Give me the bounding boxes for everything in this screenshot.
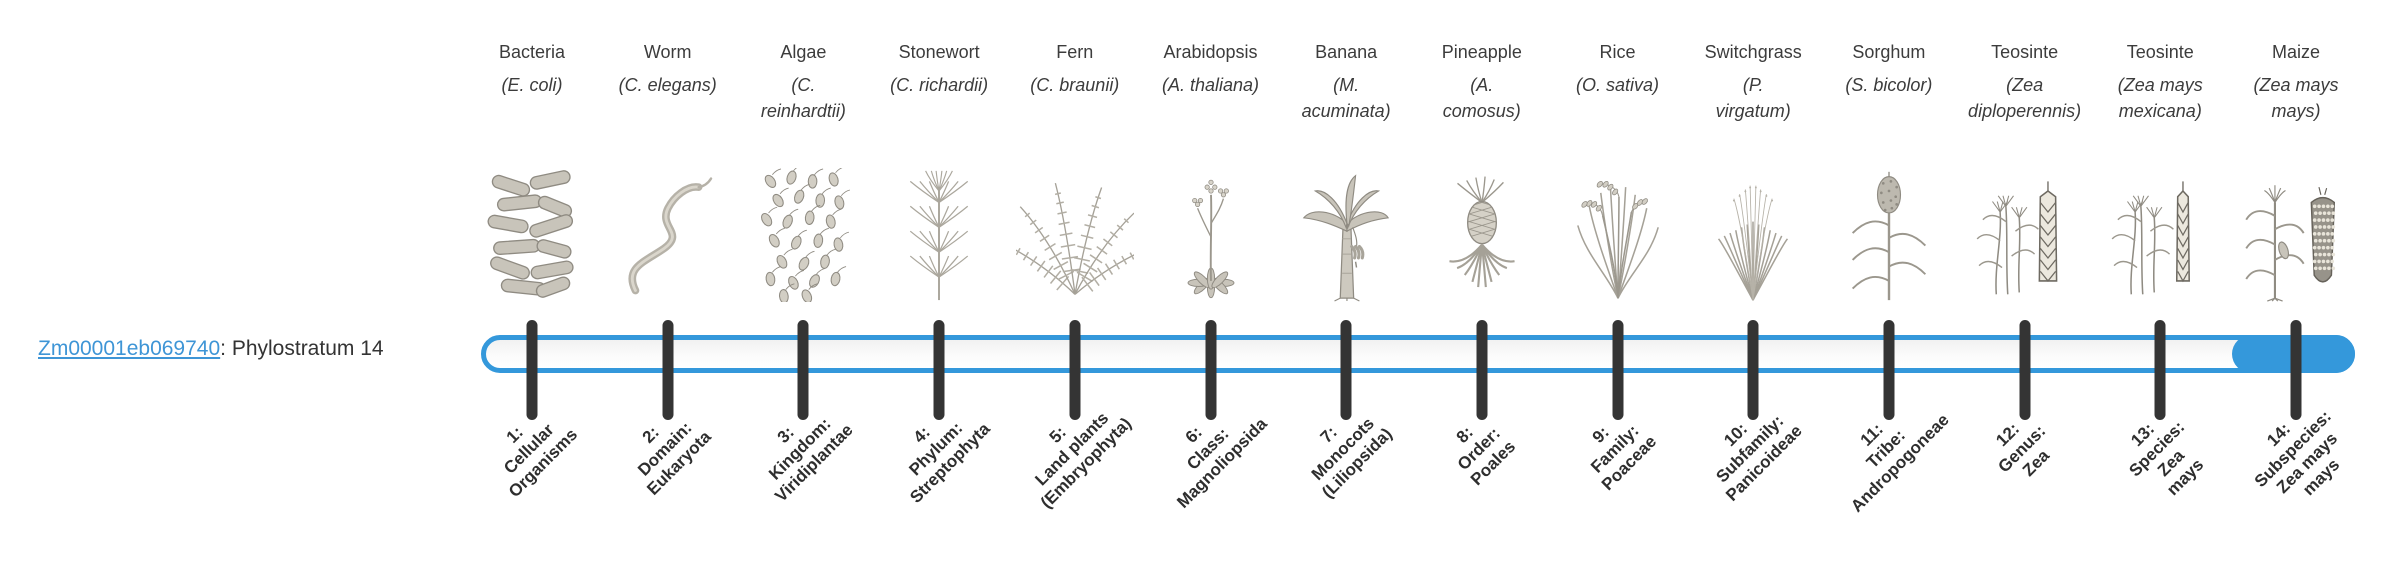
organism-scientific-name: (E. coli) — [501, 75, 563, 95]
pineapple-icon — [1449, 176, 1515, 288]
organism-common-name: Arabidopsis — [1163, 42, 1258, 62]
stratum-label: 14: Subspecies: Zea mays mays — [2250, 406, 2344, 500]
organism-common-name: Switchgrass — [1704, 42, 1802, 62]
organism-scientific-name: (C. elegans) — [618, 75, 717, 95]
tick-5 — [1069, 320, 1081, 420]
algae-icon — [761, 168, 851, 302]
bacteria-icon — [487, 170, 574, 298]
stratum-label: 8: Order: Poales — [1452, 422, 1519, 490]
stratum-label: 7: Monocots (Liliopsida) — [1307, 413, 1396, 502]
tick-6 — [1205, 320, 1216, 420]
tick-1 — [526, 320, 538, 420]
organism-common-name: Teosinte — [2126, 42, 2194, 62]
organism-illustration — [1559, 168, 1677, 302]
organism-common-name: Worm — [643, 42, 692, 62]
teosinte-mexicana-icon — [2111, 181, 2191, 295]
organism-scientific-name: (S. bicolor) — [1845, 75, 1933, 95]
maize-icon — [2245, 185, 2336, 302]
organism-scientific-name: (Zea diploperennis) — [1968, 75, 2082, 121]
tick-9 — [1612, 320, 1623, 420]
teosinte-diploperennis-icon — [1976, 181, 2057, 295]
organism-common-name: Sorghum — [1852, 42, 1926, 62]
stratum-label: 10: Subfamily: Panicoideae — [1712, 411, 1806, 505]
tick-8 — [1476, 320, 1488, 420]
tick-13 — [2154, 320, 2166, 420]
organism-illustration — [744, 168, 862, 302]
stratum-label: 9: Family: Poaceae — [1586, 421, 1660, 495]
organism-common-name: Algae — [780, 42, 827, 62]
organism-scientific-name: (C. braunii) — [1030, 75, 1120, 95]
banana-icon — [1302, 174, 1390, 302]
tick-7 — [1340, 320, 1352, 420]
organism-illustration — [2101, 168, 2219, 302]
tick-11 — [1883, 320, 1895, 420]
switchgrass-icon — [1718, 185, 1789, 301]
organism-illustration — [1966, 168, 2084, 302]
organism-illustration — [1152, 168, 1270, 302]
organism-common-name: Bacteria — [498, 42, 566, 62]
tick-2 — [662, 320, 674, 420]
organism-illustration — [880, 168, 998, 302]
organism-illustration — [1423, 168, 1541, 302]
gene-label: Zm00001eb069740: Phylostratum 14 — [38, 336, 384, 362]
gene-id-link[interactable]: Zm00001eb069740 — [38, 337, 221, 360]
arabidopsis-icon — [1187, 179, 1234, 299]
organism-scientific-name: (O. sativa) — [1575, 75, 1660, 95]
tick-12 — [2019, 320, 2031, 420]
timeline-bar — [481, 335, 2355, 373]
stratum-label: 12: Genus: Zea — [1991, 419, 2053, 481]
organism-scientific-name: (C. reinhardtii) — [760, 75, 846, 121]
stratum-label: 3: Kingdom: Viridiplantae — [765, 414, 858, 506]
rice-icon — [1576, 180, 1659, 299]
organism-common-name: Rice — [1599, 42, 1636, 62]
tick-4 — [933, 320, 945, 420]
fern-icon — [1015, 182, 1134, 295]
organism-illustration — [1015, 168, 1134, 302]
organism-scientific-name: (Zea mays mays) — [2253, 75, 2339, 121]
organism-scientific-name: (P. virgatum) — [1715, 75, 1791, 121]
organism-illustration — [1287, 168, 1405, 302]
organism-illustration — [1694, 168, 1812, 302]
organism-common-name: Pineapple — [1441, 42, 1522, 62]
stratum-label: 1: Cellular Organisms — [500, 420, 582, 502]
tick-3 — [797, 320, 809, 420]
organism-common-name: Banana — [1315, 42, 1378, 62]
sorghum-icon — [1851, 171, 1926, 301]
organism-scientific-name: (A. thaliana) — [1161, 75, 1260, 95]
organism-common-name: Fern — [1056, 42, 1094, 62]
stratum-label: 13: Species: Zea mays — [2125, 417, 2208, 500]
stonewort-icon — [909, 170, 969, 301]
organism-illustration — [473, 168, 591, 302]
stratum-label: 4: Phylum: Streptophyta — [905, 418, 994, 507]
worm-icon — [628, 177, 712, 295]
organism-common-name: Maize — [2271, 42, 2321, 62]
organism-common-name: Teosinte — [1991, 42, 2059, 62]
tick-10 — [1747, 320, 1759, 420]
organism-common-name: Stonewort — [898, 42, 980, 62]
organism-illustration — [2237, 168, 2355, 302]
organism-illustration — [609, 168, 727, 302]
organism-illustration — [1830, 168, 1948, 302]
stratum-label: 2: Domain: Eukaryota — [633, 418, 715, 499]
organism-scientific-name: (C. richardii) — [890, 75, 989, 95]
organism-scientific-name: (Zea mays mexicana) — [2117, 75, 2203, 121]
gene-phylostratum-text: : Phylostratum 14 — [220, 337, 384, 360]
tick-14 — [2290, 320, 2302, 420]
organism-scientific-name: (M. acuminata) — [1301, 75, 1391, 121]
organism-scientific-name: (A. comosus) — [1442, 75, 1521, 121]
